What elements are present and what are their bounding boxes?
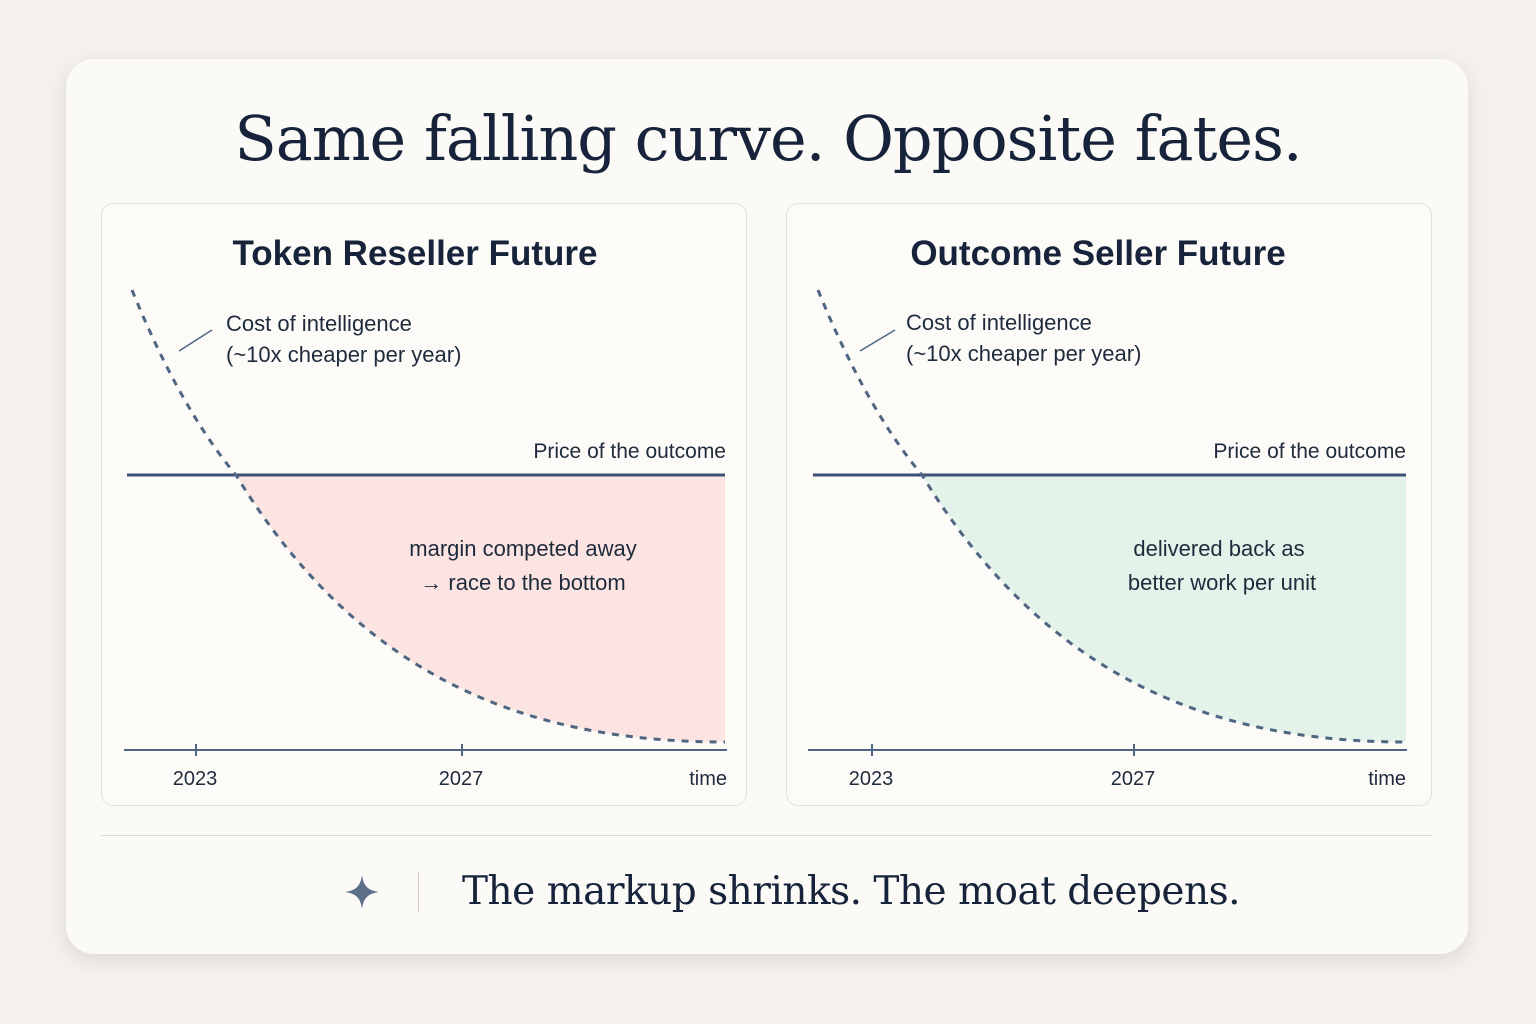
- chart-title: Token Reseller Future: [232, 234, 597, 273]
- region-label-line-2: better work per unit: [1128, 570, 1316, 595]
- x-tick-label: 2027: [1111, 768, 1156, 790]
- chart-title: Outcome Seller Future: [910, 234, 1285, 273]
- chart-svg-outcome-seller: Outcome Seller Future Cost of intelligen…: [808, 234, 1407, 790]
- x-axis-label: time: [1368, 768, 1406, 790]
- x-axis-label: time: [689, 768, 727, 790]
- annotation-leader-line: [178, 329, 213, 352]
- region-label-line-2: → race to the bottom: [420, 570, 625, 595]
- annotation-leader-line: [859, 329, 896, 352]
- region-label-line-1: margin competed away: [409, 536, 636, 561]
- sparkle-icon: [345, 875, 379, 909]
- x-tick-label: 2023: [173, 768, 218, 790]
- cost-label-line-2: (~10x cheaper per year): [906, 341, 1141, 366]
- page-title: Same falling curve. Opposite fates.: [234, 102, 1302, 175]
- x-tick-label: 2023: [849, 768, 894, 790]
- chart-panel-token-reseller: Token Reseller Future Cost of intelligen…: [101, 203, 747, 806]
- cost-label-line-2: (~10x cheaper per year): [226, 342, 461, 367]
- shaded-region: [922, 475, 1406, 742]
- footer-separator: [418, 872, 419, 912]
- chart-panel-outcome-seller: Outcome Seller Future Cost of intelligen…: [786, 203, 1432, 806]
- cost-label-line-1: Cost of intelligence: [906, 310, 1092, 335]
- footer-divider: [101, 835, 1433, 836]
- cost-curve: [816, 289, 1407, 744]
- price-line-label: Price of the outcome: [1213, 440, 1406, 463]
- shaded-region: [236, 475, 725, 742]
- cost-label-line-1: Cost of intelligence: [226, 311, 412, 336]
- chart-svg-token-reseller: Token Reseller Future Cost of intelligen…: [124, 234, 727, 790]
- x-tick-label: 2027: [439, 768, 484, 790]
- region-label-line-1: delivered back as: [1133, 536, 1304, 561]
- price-line-label: Price of the outcome: [533, 440, 726, 463]
- footer-tagline: The markup shrinks. The moat deepens.: [462, 869, 1241, 914]
